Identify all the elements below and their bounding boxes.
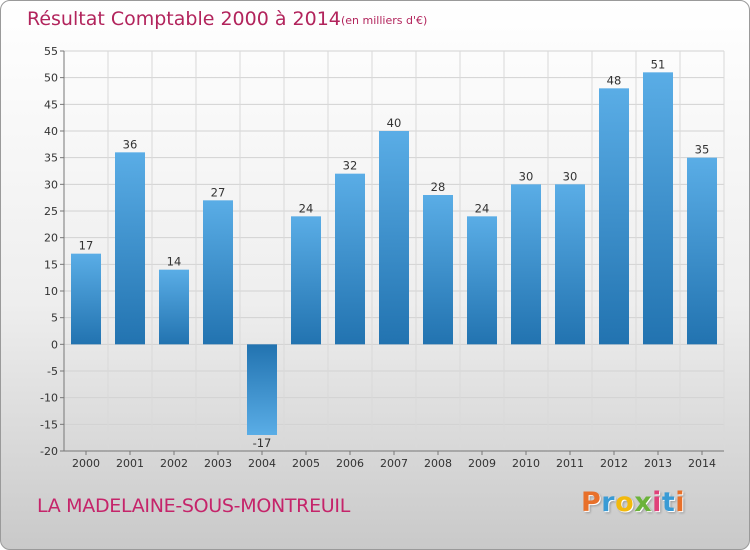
y-tick-label: 30 <box>44 178 58 191</box>
value-label: 36 <box>123 137 138 151</box>
value-label: 14 <box>167 255 182 269</box>
value-label: 32 <box>343 159 358 173</box>
logo-letter: o <box>615 487 635 518</box>
y-tick-label: 35 <box>44 152 58 165</box>
y-tick-label: 0 <box>51 338 58 351</box>
bar-2003 <box>203 200 233 345</box>
bar-2001 <box>115 152 145 345</box>
unit-note: (en milliers d'€) <box>341 14 428 27</box>
bar-2012 <box>599 88 629 345</box>
bar-2004 <box>247 344 277 435</box>
logo-letter: x <box>634 487 653 518</box>
value-label: 40 <box>387 116 402 130</box>
logo-letter: r <box>601 487 616 518</box>
bar-2007 <box>379 131 409 345</box>
city-name: LA MADELAINE-SOUS-MONTREUIL <box>37 495 350 517</box>
value-label: 30 <box>563 169 578 183</box>
value-label: 27 <box>211 185 226 199</box>
bar-2005 <box>291 216 321 345</box>
x-tick-label: 2002 <box>160 457 188 470</box>
x-tick-label: 2005 <box>292 457 320 470</box>
logo-letter: i <box>675 487 686 518</box>
bar-2010 <box>511 184 541 345</box>
y-tick-label: 45 <box>44 98 58 111</box>
value-label: 24 <box>475 201 490 215</box>
x-tick-label: 2010 <box>512 457 540 470</box>
bar-2008 <box>423 195 453 345</box>
y-tick-label: -15 <box>40 418 58 431</box>
x-tick-label: 2009 <box>468 457 496 470</box>
value-label: 17 <box>79 239 94 253</box>
y-tick-label: 50 <box>44 72 58 85</box>
bar-2013 <box>643 72 673 345</box>
y-tick-label: 55 <box>44 45 58 58</box>
value-label: 51 <box>651 57 666 71</box>
bar-2000 <box>71 253 101 345</box>
chart-title: Résultat Comptable 2000 à 2014 <box>27 8 341 30</box>
bars <box>71 72 717 435</box>
value-label: 28 <box>431 180 446 194</box>
value-label: 35 <box>695 143 710 157</box>
logo-letter: P <box>581 487 602 518</box>
proxiti-logo: Proxiti <box>581 487 685 518</box>
x-tick-label: 2007 <box>380 457 408 470</box>
y-tick-label: 5 <box>51 312 58 325</box>
x-tick-label: 2014 <box>688 457 716 470</box>
x-tick-label: 2008 <box>424 457 452 470</box>
y-tick-label: -20 <box>40 445 58 458</box>
x-tick-label: 2000 <box>72 457 100 470</box>
y-tick-label: 40 <box>44 125 58 138</box>
value-labels: 17 36 14 27 -17 24 32 40 28 24 30 30 48 51 35 <box>79 57 710 450</box>
y-tick-label: -10 <box>40 392 58 405</box>
x-tick-label: 2012 <box>600 457 628 470</box>
value-label: -17 <box>253 436 272 450</box>
bar-2006 <box>335 173 365 345</box>
logo-letter: t <box>661 487 676 518</box>
y-tick-label: -5 <box>47 365 58 378</box>
y-tick-label: 20 <box>44 232 58 245</box>
value-label: 24 <box>299 201 314 215</box>
x-tick-label: 2001 <box>116 457 144 470</box>
axes: -20 -15 -10 -5 0 5 10 15 20 25 30 35 40 45 50 55 2000 200… <box>40 45 724 470</box>
bar-2002 <box>159 269 189 345</box>
x-tick-label: 2006 <box>336 457 364 470</box>
y-tick-label: 25 <box>44 205 58 218</box>
bar-2014 <box>687 157 717 345</box>
y-tick-label: 15 <box>44 258 58 271</box>
logo-letter: i <box>652 487 662 518</box>
bar-2009 <box>467 216 497 345</box>
bar-2011 <box>555 184 585 345</box>
x-tick-label: 2003 <box>204 457 232 470</box>
value-label: 30 <box>519 169 534 183</box>
value-label: 48 <box>607 73 622 87</box>
x-tick-label: 2011 <box>556 457 584 470</box>
y-tick-label: 10 <box>44 285 58 298</box>
x-tick-label: 2004 <box>248 457 276 470</box>
x-tick-label: 2013 <box>644 457 672 470</box>
